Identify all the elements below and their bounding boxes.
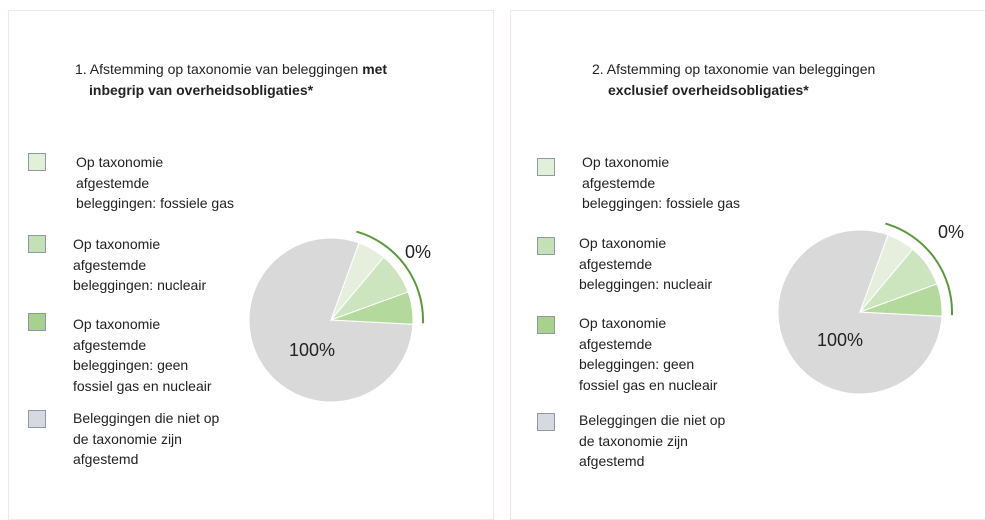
legend-text: Beleggingen die niet op de taxonomie zijn… <box>73 408 219 470</box>
legend-swatch <box>537 413 555 431</box>
legend-text: Beleggingen die niet op de taxonomie zijn… <box>579 410 725 472</box>
legend-text: Op taxonomie afgestemde beleggingen: fossi… <box>582 152 740 214</box>
legend-line: afgestemde <box>76 174 150 191</box>
legend-line: beleggingen: nucleair <box>73 277 207 293</box>
legend-swatch <box>537 237 555 255</box>
pie-label: 0% <box>405 242 431 262</box>
title-bold: inbegrip van overheidsobligaties* <box>89 82 314 98</box>
legend-line: Op taxonomie <box>73 316 161 332</box>
title-text: 1. Afstemming op taxonomie van belegging… <box>75 61 363 77</box>
legend-line: Op taxonomie <box>579 315 667 331</box>
legend-swatch <box>28 410 46 428</box>
legend-text: Op taxonomie afgestemde beleggingen: nucle… <box>579 233 712 295</box>
legend-swatch <box>28 235 46 253</box>
legend-line: fossiel gas en nucleair <box>73 377 212 394</box>
legend-line: afgestemde <box>579 335 653 352</box>
arc <box>885 222 953 316</box>
panel-title: 1. Afstemming op taxonomie van belegging… <box>75 59 387 80</box>
legend-line: beleggingen: nucleair <box>579 276 713 292</box>
title-bold: met <box>362 61 388 77</box>
legend-text: Op taxonomie afgestemde beleggingen: geen f… <box>579 313 718 395</box>
legend-line: de taxonomie zijn <box>73 430 182 447</box>
legend-line: Beleggingen die niet op <box>579 412 726 428</box>
legend-text: Op taxonomie afgestemde beleggingen: nucle… <box>73 234 206 296</box>
legend-line: de taxonomie zijn <box>579 432 688 449</box>
legend-line: afgestemde <box>73 256 147 273</box>
legend-line: afgestemde <box>579 255 653 272</box>
legend-line: beleggingen: geen <box>73 357 189 373</box>
legend-text: Op taxonomie afgestemde beleggingen: geen f… <box>73 314 212 396</box>
legend-line: Beleggingen die niet op <box>73 410 220 426</box>
legend-line: beleggingen: fossiele gas <box>76 195 235 211</box>
pie-label: 100% <box>289 340 335 360</box>
legend-line: Op taxonomie <box>579 235 667 251</box>
legend-swatch <box>537 316 555 334</box>
legend-line: afgestemd <box>579 453 645 469</box>
title-bold: exclusief overheidsobligaties* <box>608 82 809 98</box>
legend-line: beleggingen: fossiele gas <box>582 195 741 211</box>
title-text: 2. Afstemming op taxonomie van belegging… <box>592 61 876 77</box>
pie-slice <box>330 291 414 325</box>
legend-text: Op taxonomie afgestemde beleggingen: fossi… <box>76 152 234 214</box>
legend-swatch <box>28 313 46 331</box>
legend-line: afgestemde <box>582 174 656 191</box>
pie-label: 0% <box>938 222 964 242</box>
legend-line: Op taxonomie <box>73 236 161 252</box>
legend-swatch <box>28 153 46 171</box>
pie-label: 100% <box>817 330 863 350</box>
panel-title: 2. Afstemming op taxonomie van belegging… <box>592 59 875 80</box>
legend-line: Op taxonomie <box>582 154 670 170</box>
legend-line: Op taxonomie <box>76 154 164 170</box>
legend-line: afgestemde <box>73 336 147 353</box>
legend-swatch <box>537 158 555 176</box>
arc <box>356 230 424 324</box>
pie-slice <box>859 283 943 317</box>
legend-line: fossiel gas en nucleair <box>579 376 718 393</box>
legend-line: beleggingen: geen <box>579 356 695 372</box>
legend-line: afgestemd <box>73 451 139 467</box>
